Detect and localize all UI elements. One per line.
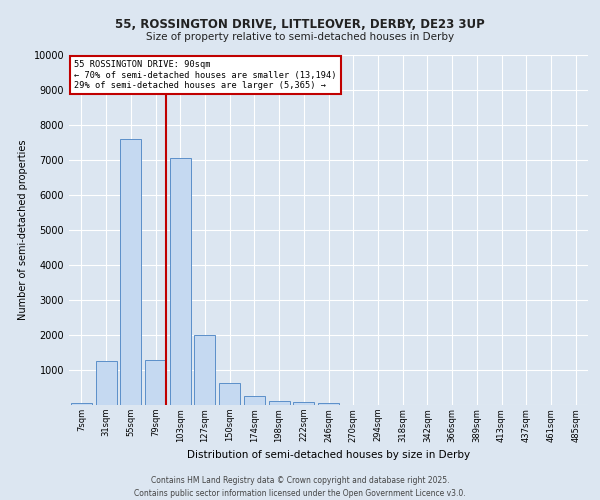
Bar (244, 396, 265, 405)
Text: 55 ROSSINGTON DRIVE: 90sqm
← 70% of semi-detached houses are smaller (13,194)
29: 55 ROSSINGTON DRIVE: 90sqm ← 70% of semi… (74, 60, 337, 90)
X-axis label: Distribution of semi-detached houses by size in Derby: Distribution of semi-detached houses by … (187, 450, 470, 460)
Bar (145, 360, 166, 405)
Y-axis label: Number of semi-detached properties: Number of semi-detached properties (18, 140, 28, 320)
Bar (219, 384, 240, 405)
Bar (95, 361, 116, 405)
Bar (194, 335, 215, 405)
Text: Contains HM Land Registry data © Crown copyright and database right 2025.
Contai: Contains HM Land Registry data © Crown c… (134, 476, 466, 498)
Bar (318, 402, 339, 405)
Bar (71, 403, 92, 405)
Bar (170, 158, 191, 405)
Bar (269, 401, 290, 405)
Bar (120, 139, 141, 405)
Text: 55, ROSSINGTON DRIVE, LITTLEOVER, DERBY, DE23 3UP: 55, ROSSINGTON DRIVE, LITTLEOVER, DERBY,… (115, 18, 485, 30)
Bar (293, 402, 314, 405)
Text: Size of property relative to semi-detached houses in Derby: Size of property relative to semi-detach… (146, 32, 454, 42)
